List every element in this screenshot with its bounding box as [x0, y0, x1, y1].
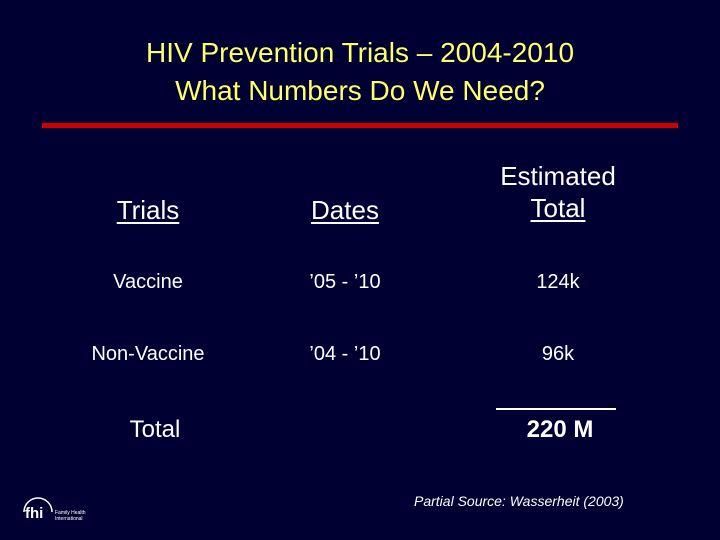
row-nonvaccine-total: 96k [541, 343, 575, 365]
fhi-logo: fhi Family Health International [20, 490, 100, 522]
header-estimated-line2: Total [530, 193, 586, 223]
fhi-logo-mark: fhi Family Health International [23, 497, 86, 522]
source-citation: Partial Source: Wasserheit (2003) [414, 493, 624, 509]
title-line-1: HIV Prevention Trials – 2004-2010 [145, 37, 575, 68]
total-value: 220 M [526, 416, 594, 443]
logo-text: fhi [25, 505, 43, 522]
logo-caption-line1: Family Health [55, 510, 86, 516]
row-nonvaccine-dates: ’04 - ’10 [309, 343, 381, 365]
total-label: Total [129, 416, 181, 443]
title-divider [42, 123, 678, 128]
sum-divider [496, 408, 616, 410]
row-vaccine-dates: ’05 - ’10 [309, 271, 381, 293]
slide-title: HIV Prevention Trials – 2004-2010 What N… [0, 34, 720, 110]
header-estimated-line1: Estimated [500, 161, 616, 191]
title-line-2: What Numbers Do We Need? [175, 75, 545, 106]
header-trials: Trials [116, 195, 180, 225]
logo-caption-line2: International [55, 516, 83, 522]
row-vaccine-total: 124k [536, 271, 580, 293]
row-nonvaccine-trial: Non-Vaccine [91, 343, 205, 365]
row-vaccine-trial: Vaccine [113, 271, 183, 293]
header-estimated-total: Estimated Total [478, 160, 638, 224]
header-dates: Dates [311, 195, 379, 225]
